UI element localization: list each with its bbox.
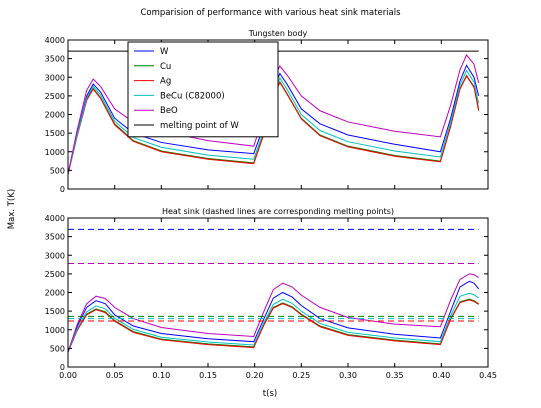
legend-label: BeCu (C82000) [160,91,225,101]
y-tick-label: 4000 [45,36,65,45]
x-tick-label: 0.25 [292,371,310,380]
y-tick-label: 3000 [45,73,65,82]
series-line-0 [68,280,480,353]
y-tick-label: 1500 [45,129,65,138]
y-tick-label: 2000 [45,111,65,120]
y-tick-label: 3000 [45,251,65,260]
x-axis-label: t(s) [263,389,277,399]
legend-label: melting point of W [160,121,239,131]
y-tick-label: 2000 [45,289,65,298]
x-tick-label: 0.10 [152,371,170,380]
panel-title: Heat sink (dashed lines are correspondin… [162,207,394,216]
x-tick-label: 0.40 [432,371,450,380]
legend-label: Ag [160,77,171,87]
y-tick-label: 1000 [45,148,65,157]
y-tick-label: 4000 [45,214,65,223]
y-axis-label: Max. T(K) [7,189,17,229]
series-line-4 [68,273,479,353]
legend-box [127,41,279,138]
x-tick-label: 0.00 [59,371,77,380]
y-tick-label: 500 [50,166,65,175]
y-tick-label: 500 [50,344,65,353]
x-tick-label: 0.05 [106,371,124,380]
heat-sink-panel: Heat sink (dashed lines are correspondin… [45,207,497,380]
x-tick-label: 0.20 [246,371,264,380]
y-tick-label: 1000 [45,326,65,335]
y-tick-label: 3500 [45,55,65,64]
x-tick-label: 0.15 [199,371,217,380]
y-tick-label: 2500 [45,92,65,101]
legend-label: BeO [160,106,178,116]
y-tick-label: 0 [60,185,65,194]
legend-label: Cu [160,62,171,72]
series-line-2 [68,299,479,353]
series-line-3 [68,292,479,353]
tungsten-body-panel: Tungsten body 0 500 1000 1500 2000 2500 3000 350… [45,29,489,194]
y-tick-label: 2500 [45,270,65,279]
panel-title: Tungsten body [248,29,308,38]
legend: W Cu Ag BeCu (C82000) BeO melting point of W [127,41,279,138]
x-tick-label: 0.30 [339,371,357,380]
y-tick-label: 3500 [45,233,65,242]
y-tick-label: 0 [60,363,65,372]
figure-suptitle: Comparision of performance with various … [140,8,401,18]
axes-frame [67,217,489,368]
y-tick-label: 1500 [45,307,65,316]
x-tick-label: 0.45 [479,371,497,380]
x-tick-label: 0.35 [386,371,404,380]
legend-label: W [160,47,169,57]
